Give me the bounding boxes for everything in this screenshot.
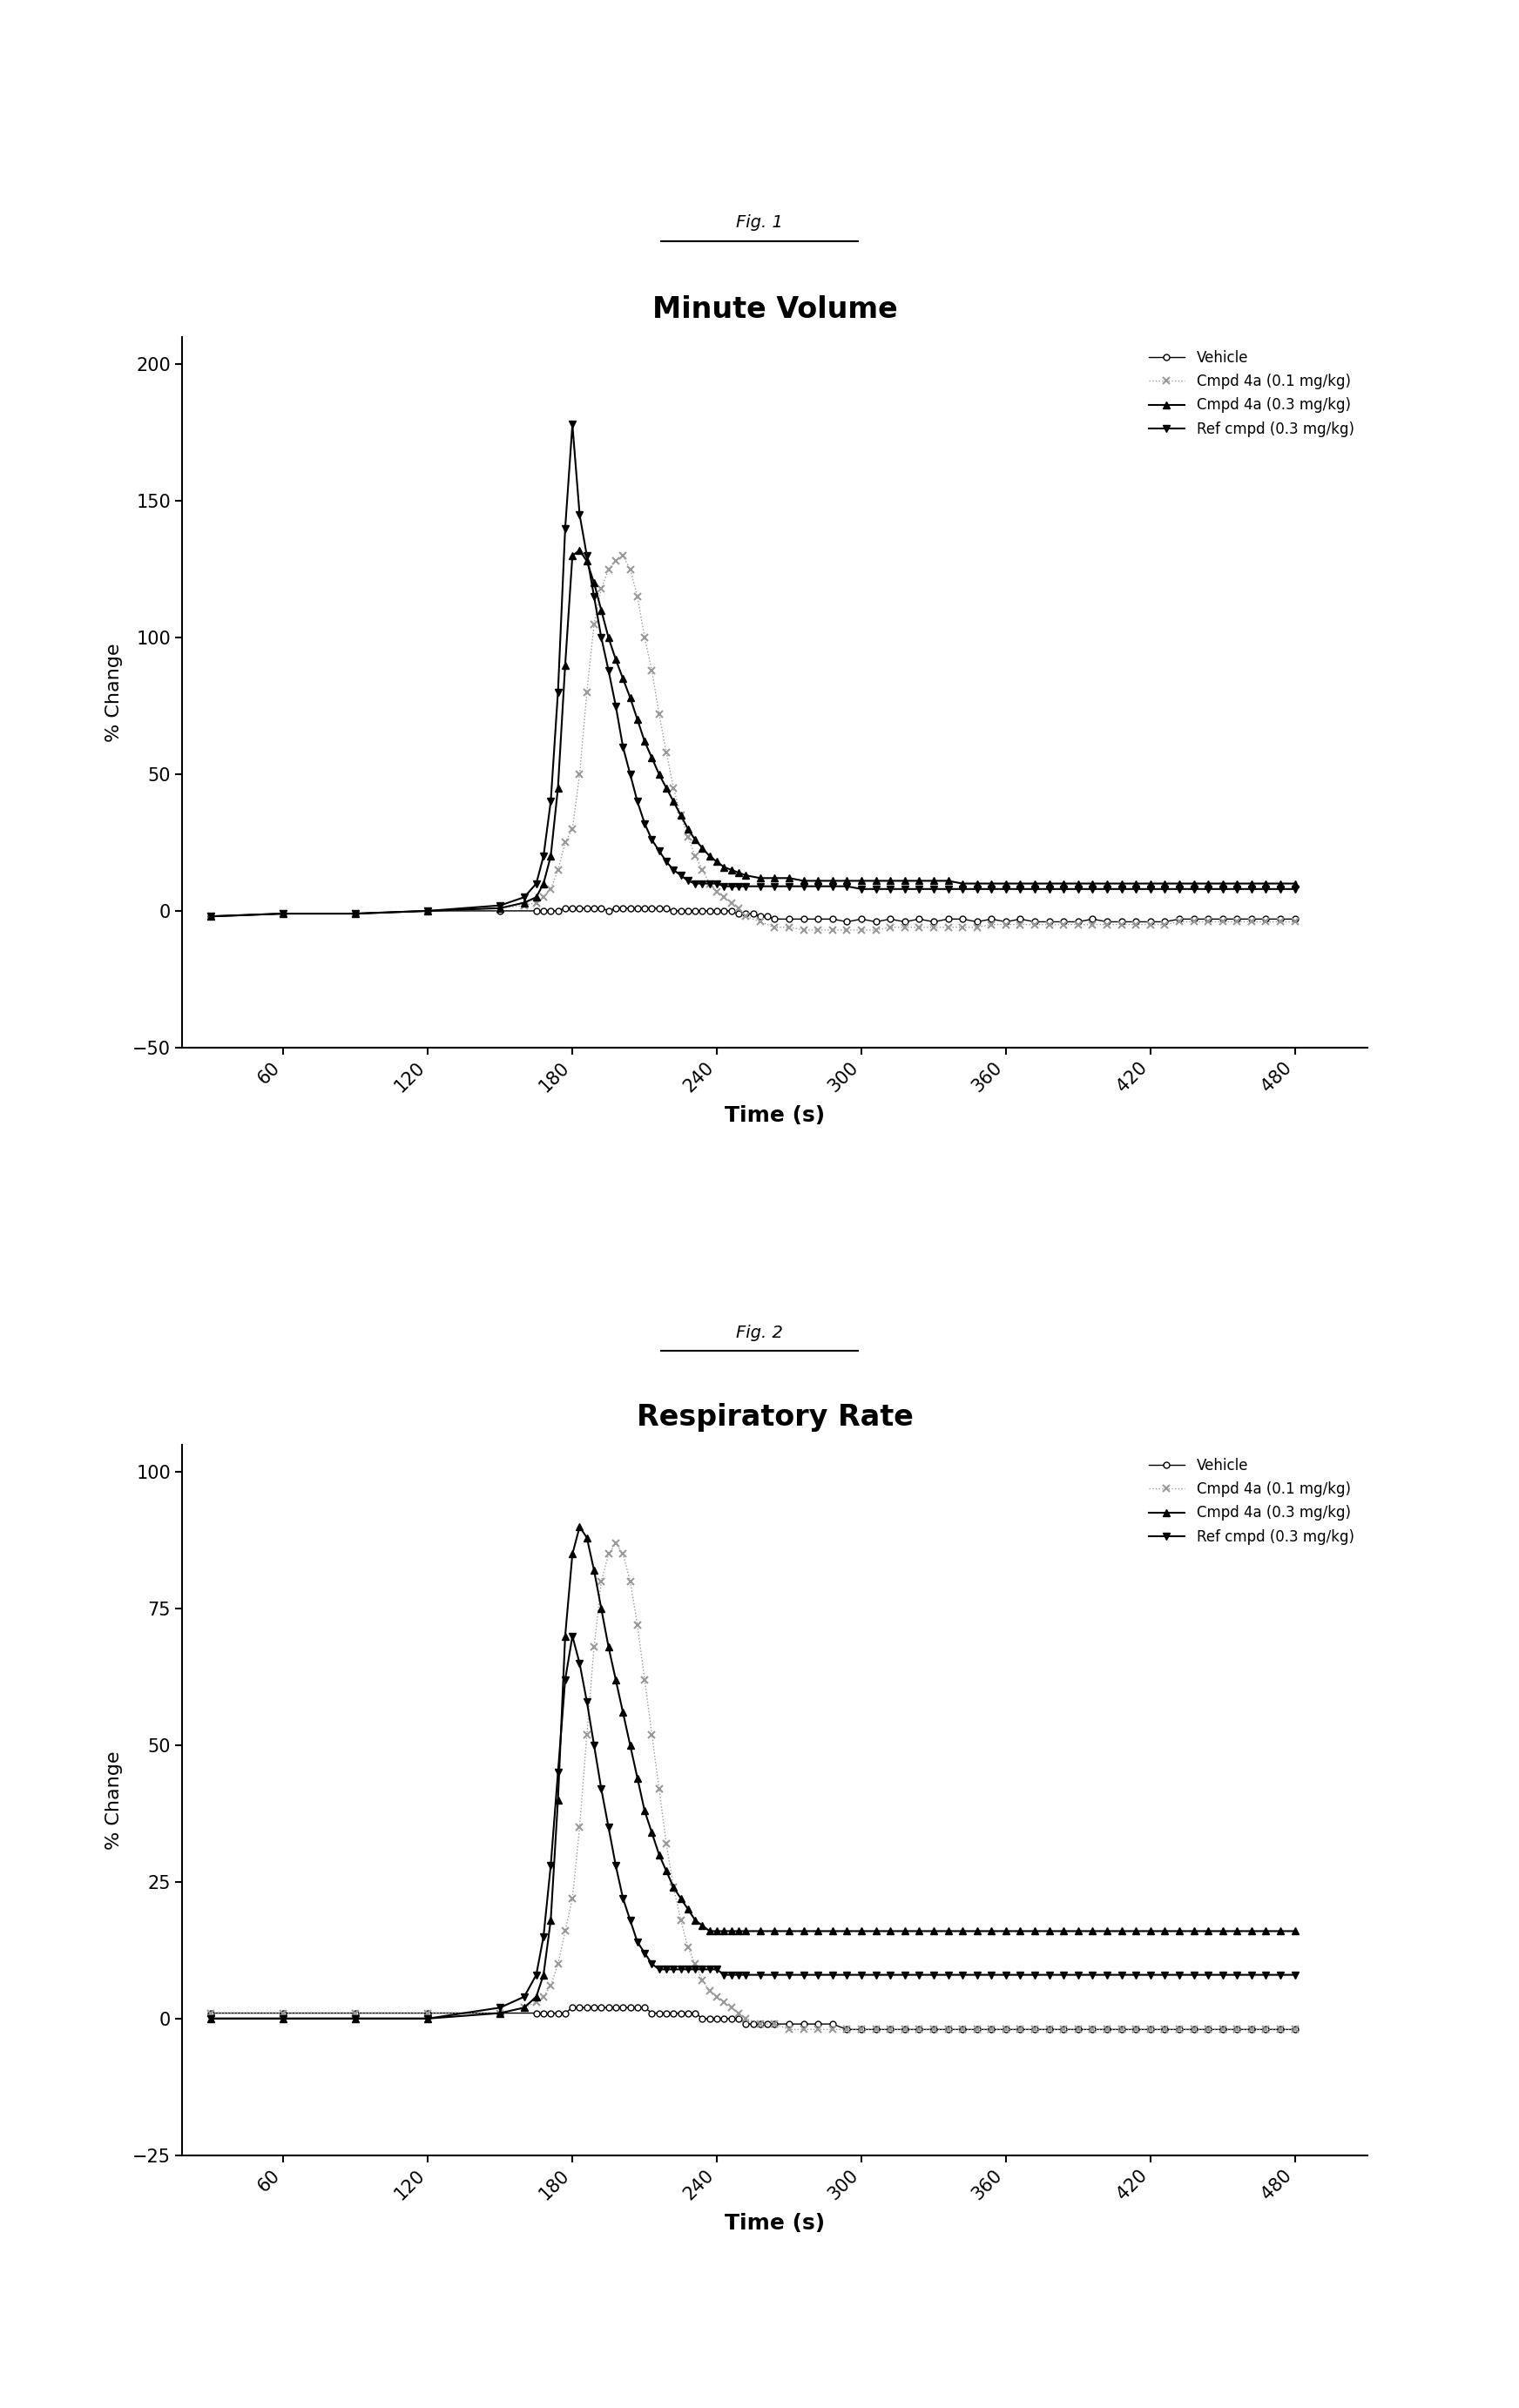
- Vehicle: [1098, 908, 1116, 937]
- Legend: Vehicle, Cmpd 4a (0.1 mg/kg), Cmpd 4a (0.3 mg/kg), Ref cmpd (0.3 mg/kg): Vehicle, Cmpd 4a (0.1 mg/kg), Cmpd 4a (0…: [1142, 344, 1360, 443]
- Cmpd 4a (0.3 mg/kg): [1285, 869, 1303, 898]
- Cmpd 4a (0.1 mg/kg): [852, 915, 870, 944]
- Cmpd 4a (0.1 mg/kg): [592, 1568, 611, 1597]
- Cmpd 4a (0.1 mg/kg): [1285, 908, 1303, 937]
- Cmpd 4a (0.1 mg/kg): [614, 542, 632, 571]
- Vehicle: [1285, 905, 1303, 934]
- Cmpd 4a (0.1 mg/kg): [1285, 2015, 1303, 2044]
- Vehicle: [202, 903, 220, 932]
- Vehicle: [1127, 908, 1145, 937]
- Vehicle: [556, 893, 574, 922]
- Vehicle: [1198, 905, 1217, 934]
- Cmpd 4a (0.1 mg/kg): [794, 915, 813, 944]
- Ref cmpd (0.3 mg/kg): [1285, 874, 1303, 903]
- Cmpd 4a (0.3 mg/kg): [202, 903, 220, 932]
- Cmpd 4a (0.3 mg/kg): [823, 867, 842, 896]
- Ref cmpd (0.3 mg/kg): [202, 903, 220, 932]
- Cmpd 4a (0.3 mg/kg): [600, 1633, 618, 1662]
- Cmpd 4a (0.1 mg/kg): [838, 2015, 857, 2044]
- Cmpd 4a (0.1 mg/kg): [852, 2015, 870, 2044]
- Ref cmpd (0.3 mg/kg): [600, 1813, 618, 1842]
- Line: Vehicle: Vehicle: [208, 905, 1297, 925]
- Text: Fig. 1: Fig. 1: [737, 214, 782, 231]
- Cmpd 4a (0.1 mg/kg): [664, 773, 682, 802]
- Cmpd 4a (0.3 mg/kg): [664, 1873, 682, 1902]
- Cmpd 4a (0.3 mg/kg): [1198, 869, 1217, 898]
- Line: Cmpd 4a (0.1 mg/kg): Cmpd 4a (0.1 mg/kg): [208, 551, 1299, 934]
- Vehicle: [1098, 2015, 1116, 2044]
- Cmpd 4a (0.3 mg/kg): [606, 645, 624, 674]
- Vehicle: [1285, 2015, 1303, 2044]
- Cmpd 4a (0.3 mg/kg): [1198, 1917, 1217, 1946]
- Ref cmpd (0.3 mg/kg): [664, 1955, 682, 1984]
- Vehicle: [535, 896, 553, 925]
- Cmpd 4a (0.1 mg/kg): [838, 915, 857, 944]
- Cmpd 4a (0.1 mg/kg): [606, 1529, 624, 1558]
- Ref cmpd (0.3 mg/kg): [564, 409, 582, 438]
- Cmpd 4a (0.1 mg/kg): [202, 1999, 220, 2028]
- Cmpd 4a (0.1 mg/kg): [600, 1539, 618, 1568]
- Legend: Vehicle, Cmpd 4a (0.1 mg/kg), Cmpd 4a (0.3 mg/kg), Ref cmpd (0.3 mg/kg): Vehicle, Cmpd 4a (0.1 mg/kg), Cmpd 4a (0…: [1142, 1452, 1360, 1551]
- Ref cmpd (0.3 mg/kg): [823, 872, 842, 901]
- Ref cmpd (0.3 mg/kg): [1285, 1960, 1303, 1989]
- Ref cmpd (0.3 mg/kg): [823, 1960, 842, 1989]
- Vehicle: [1127, 2015, 1145, 2044]
- Line: Cmpd 4a (0.1 mg/kg): Cmpd 4a (0.1 mg/kg): [208, 1539, 1299, 2032]
- Line: Cmpd 4a (0.3 mg/kg): Cmpd 4a (0.3 mg/kg): [208, 1524, 1299, 2023]
- Cmpd 4a (0.3 mg/kg): [606, 1666, 624, 1695]
- Line: Ref cmpd (0.3 mg/kg): Ref cmpd (0.3 mg/kg): [208, 1633, 1299, 2023]
- Ref cmpd (0.3 mg/kg): [606, 1852, 624, 1881]
- Cmpd 4a (0.3 mg/kg): [571, 1512, 589, 1541]
- X-axis label: Time (s): Time (s): [725, 2213, 825, 2235]
- Ref cmpd (0.3 mg/kg): [664, 855, 682, 884]
- Cmpd 4a (0.1 mg/kg): [1214, 2015, 1232, 2044]
- Text: Fig. 2: Fig. 2: [737, 1324, 782, 1341]
- Y-axis label: % Change: % Change: [105, 643, 123, 742]
- Cmpd 4a (0.1 mg/kg): [664, 1873, 682, 1902]
- Ref cmpd (0.3 mg/kg): [1198, 874, 1217, 903]
- Y-axis label: % Change: % Change: [105, 1751, 123, 1849]
- Ref cmpd (0.3 mg/kg): [1198, 1960, 1217, 1989]
- Vehicle: [838, 908, 857, 937]
- Vehicle: [564, 1994, 582, 2023]
- Ref cmpd (0.3 mg/kg): [564, 1621, 582, 1649]
- Ref cmpd (0.3 mg/kg): [606, 691, 624, 720]
- Cmpd 4a (0.1 mg/kg): [592, 573, 611, 602]
- Vehicle: [202, 1999, 220, 2028]
- Cmpd 4a (0.3 mg/kg): [202, 2003, 220, 2032]
- X-axis label: Time (s): Time (s): [725, 1105, 825, 1127]
- Vehicle: [1054, 2015, 1072, 2044]
- Line: Cmpd 4a (0.3 mg/kg): Cmpd 4a (0.3 mg/kg): [208, 547, 1299, 920]
- Cmpd 4a (0.1 mg/kg): [1214, 908, 1232, 937]
- Cmpd 4a (0.3 mg/kg): [1285, 1917, 1303, 1946]
- Vehicle: [1083, 905, 1101, 934]
- Cmpd 4a (0.1 mg/kg): [600, 554, 618, 583]
- Cmpd 4a (0.3 mg/kg): [571, 537, 589, 566]
- Ref cmpd (0.3 mg/kg): [202, 2003, 220, 2032]
- Cmpd 4a (0.3 mg/kg): [838, 867, 857, 896]
- Vehicle: [535, 1999, 553, 2028]
- Cmpd 4a (0.3 mg/kg): [664, 787, 682, 816]
- Ref cmpd (0.3 mg/kg): [600, 655, 618, 684]
- Cmpd 4a (0.3 mg/kg): [823, 1917, 842, 1946]
- Line: Ref cmpd (0.3 mg/kg): Ref cmpd (0.3 mg/kg): [208, 421, 1299, 920]
- Cmpd 4a (0.1 mg/kg): [202, 903, 220, 932]
- Vehicle: [1198, 2015, 1217, 2044]
- Ref cmpd (0.3 mg/kg): [838, 872, 857, 901]
- Cmpd 4a (0.3 mg/kg): [600, 624, 618, 653]
- Vehicle: [1083, 2015, 1101, 2044]
- Line: Vehicle: Vehicle: [208, 2003, 1297, 2032]
- Cmpd 4a (0.3 mg/kg): [838, 1917, 857, 1946]
- Ref cmpd (0.3 mg/kg): [838, 1960, 857, 1989]
- Title: Minute Volume: Minute Volume: [652, 296, 898, 323]
- Cmpd 4a (0.1 mg/kg): [781, 2015, 799, 2044]
- Vehicle: [838, 2015, 857, 2044]
- Vehicle: [1054, 908, 1072, 937]
- Title: Respiratory Rate: Respiratory Rate: [636, 1404, 913, 1430]
